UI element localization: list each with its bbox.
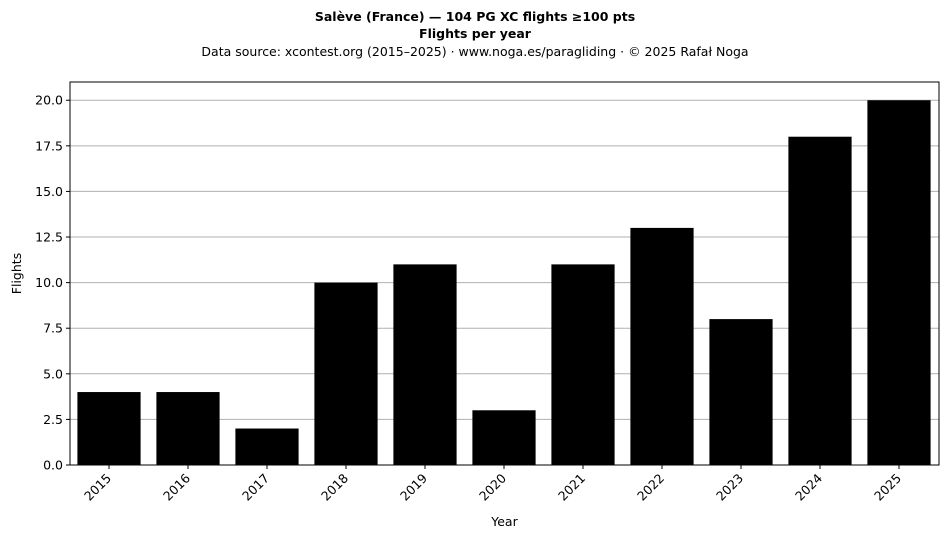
bar-2017: [235, 428, 299, 465]
x-tick-label: 2020: [476, 470, 509, 503]
bar-2021: [551, 264, 615, 465]
chart-subtitle: Flights per year: [419, 26, 532, 41]
y-tick-label: 10.0: [35, 275, 63, 290]
y-tick-label: 12.5: [35, 230, 63, 245]
bar-2019: [393, 264, 457, 465]
y-tick-label: 20.0: [35, 93, 63, 108]
y-axis-ticks: 0.0 2.5 5.0 7.5 10.0 12.5 15.0 17.5 20.0: [35, 93, 70, 473]
bar-2024: [788, 136, 852, 465]
x-tick-label: 2015: [81, 471, 114, 504]
bar-2016: [156, 392, 220, 465]
bar-2022: [630, 227, 694, 465]
x-axis-label: Year: [490, 514, 518, 529]
x-tick-label: 2023: [713, 471, 746, 504]
bar-2015: [77, 392, 141, 465]
y-tick-label: 0.0: [43, 458, 63, 473]
x-axis-ticks: 2015 2016 2017 2018 2019 2020 2021 2022 2023 2024…: [81, 465, 904, 504]
bar-2023: [709, 319, 773, 465]
y-tick-label: 2.5: [43, 412, 63, 427]
bars: [77, 100, 931, 465]
y-tick-label: 7.5: [43, 321, 63, 336]
chart-title: Salève (France) — 104 PG XC flights ≥100…: [315, 9, 635, 24]
bar-2025: [867, 100, 931, 465]
x-tick-label: 2025: [871, 471, 904, 504]
y-tick-label: 5.0: [43, 366, 63, 381]
x-tick-label: 2016: [160, 470, 193, 503]
x-tick-label: 2017: [239, 471, 272, 504]
y-axis-label: Flights: [9, 253, 24, 294]
y-tick-label: 15.0: [35, 184, 63, 199]
gridlines: [70, 99, 939, 420]
bar-2020: [472, 410, 536, 465]
x-tick-label: 2024: [792, 470, 825, 503]
chart-source-line: Data source: xcontest.org (2015–2025) · …: [201, 44, 748, 59]
y-tick-label: 17.5: [35, 138, 63, 153]
x-tick-label: 2021: [555, 471, 588, 504]
x-tick-label: 2018: [318, 470, 351, 503]
x-tick-label: 2022: [634, 471, 667, 504]
x-tick-label: 2019: [397, 470, 430, 503]
bar-2018: [314, 282, 378, 465]
